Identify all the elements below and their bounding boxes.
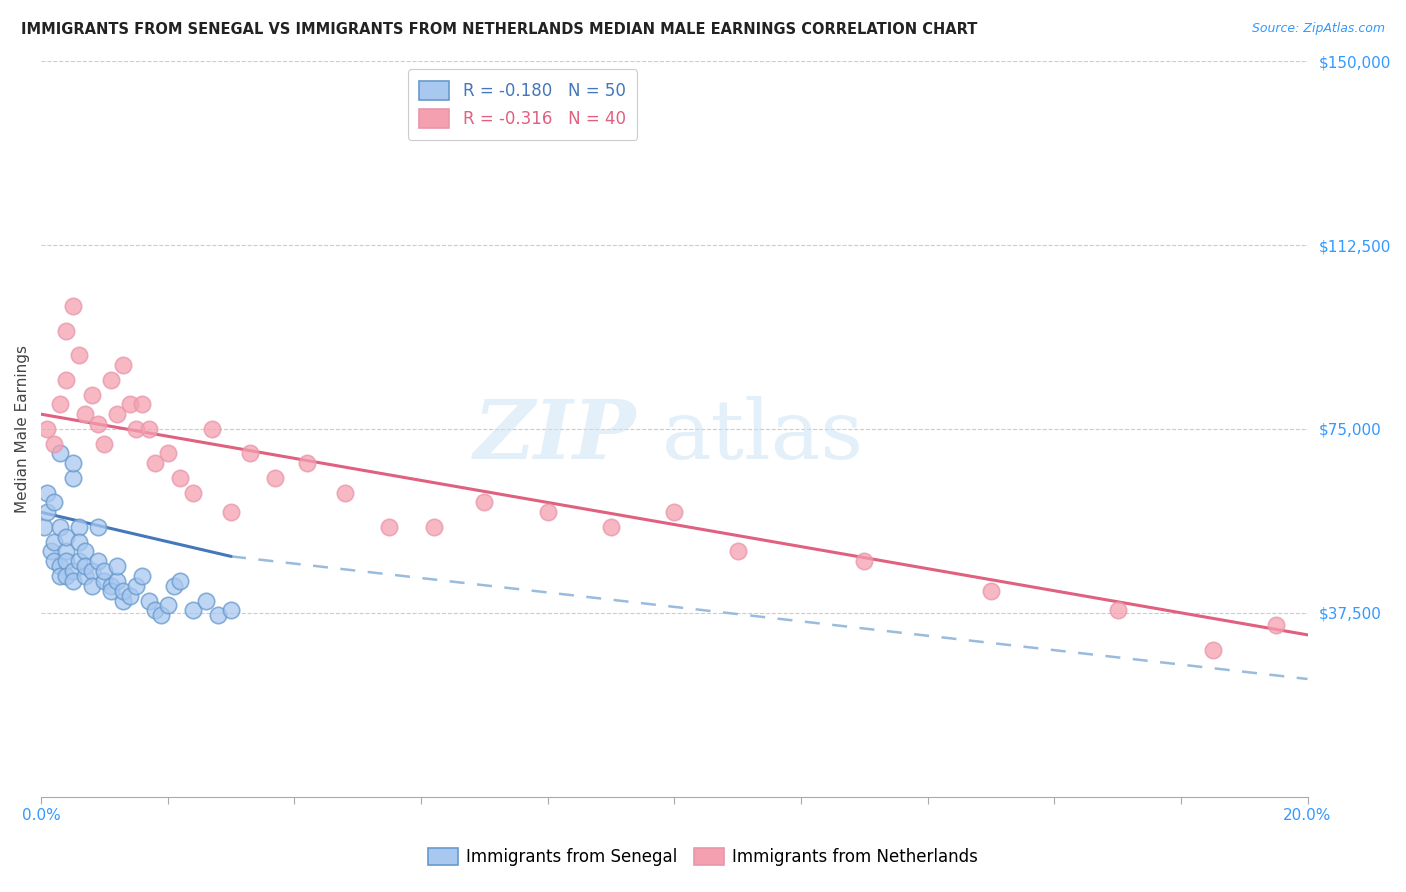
Point xyxy=(472,495,495,509)
Text: ZIP: ZIP xyxy=(474,396,637,476)
Point xyxy=(100,583,122,598)
Point xyxy=(980,583,1002,598)
Point xyxy=(219,603,242,617)
Point xyxy=(105,407,128,421)
Point xyxy=(1201,642,1223,657)
Point xyxy=(37,422,59,436)
Point xyxy=(295,456,318,470)
Point xyxy=(131,397,153,411)
Point xyxy=(42,436,65,450)
Point xyxy=(853,554,876,568)
Point xyxy=(67,348,90,362)
Point xyxy=(80,564,103,578)
Point xyxy=(112,583,135,598)
Point xyxy=(138,593,160,607)
Point xyxy=(37,485,59,500)
Point xyxy=(194,593,217,607)
Point xyxy=(664,505,686,519)
Point xyxy=(55,324,77,338)
Point xyxy=(39,544,62,558)
Point xyxy=(207,608,229,623)
Point xyxy=(62,574,84,588)
Point xyxy=(100,579,122,593)
Point xyxy=(105,574,128,588)
Point xyxy=(93,436,115,450)
Point xyxy=(55,554,77,568)
Point xyxy=(156,446,179,460)
Point xyxy=(93,574,115,588)
Point xyxy=(62,471,84,485)
Point xyxy=(125,579,148,593)
Point xyxy=(87,554,110,568)
Point xyxy=(264,471,287,485)
Point xyxy=(156,599,179,613)
Point xyxy=(42,495,65,509)
Point xyxy=(49,559,72,574)
Point xyxy=(55,544,77,558)
Point xyxy=(118,397,141,411)
Point xyxy=(169,471,191,485)
Point xyxy=(378,520,401,534)
Text: IMMIGRANTS FROM SENEGAL VS IMMIGRANTS FROM NETHERLANDS MEDIAN MALE EARNINGS CORR: IMMIGRANTS FROM SENEGAL VS IMMIGRANTS FR… xyxy=(21,22,977,37)
Point xyxy=(42,534,65,549)
Point xyxy=(239,446,262,460)
Point xyxy=(37,505,59,519)
Point xyxy=(75,407,97,421)
Point xyxy=(112,358,135,372)
Point xyxy=(42,554,65,568)
Point xyxy=(150,608,173,623)
Point xyxy=(87,417,110,431)
Point xyxy=(138,422,160,436)
Point xyxy=(67,534,90,549)
Point xyxy=(75,559,97,574)
Point xyxy=(422,520,444,534)
Text: atlas: atlas xyxy=(662,396,863,476)
Point xyxy=(131,569,153,583)
Point xyxy=(1264,618,1286,632)
Point xyxy=(163,579,186,593)
Point xyxy=(55,569,77,583)
Point xyxy=(87,520,110,534)
Point xyxy=(67,520,90,534)
Point xyxy=(80,579,103,593)
Text: Source: ZipAtlas.com: Source: ZipAtlas.com xyxy=(1251,22,1385,36)
Point xyxy=(118,589,141,603)
Point xyxy=(537,505,560,519)
Point xyxy=(727,544,749,558)
Point xyxy=(201,422,224,436)
Point xyxy=(32,520,55,534)
Point xyxy=(181,485,204,500)
Point xyxy=(67,554,90,568)
Point xyxy=(181,603,204,617)
Point xyxy=(600,520,623,534)
Point xyxy=(62,299,84,313)
Point xyxy=(219,505,242,519)
Point xyxy=(125,422,148,436)
Point xyxy=(62,456,84,470)
Point xyxy=(143,456,166,470)
Point xyxy=(100,373,122,387)
Point xyxy=(62,564,84,578)
Point xyxy=(169,574,191,588)
Point xyxy=(1107,603,1129,617)
Point xyxy=(49,520,72,534)
Point xyxy=(93,564,115,578)
Point xyxy=(49,569,72,583)
Legend: Immigrants from Senegal, Immigrants from Netherlands: Immigrants from Senegal, Immigrants from… xyxy=(419,840,987,875)
Point xyxy=(75,544,97,558)
Point xyxy=(75,569,97,583)
Point xyxy=(80,387,103,401)
Point xyxy=(49,446,72,460)
Point xyxy=(55,530,77,544)
Point xyxy=(143,603,166,617)
Point xyxy=(333,485,356,500)
Y-axis label: Median Male Earnings: Median Male Earnings xyxy=(15,345,30,513)
Legend: R = -0.180   N = 50, R = -0.316   N = 40: R = -0.180 N = 50, R = -0.316 N = 40 xyxy=(408,70,637,140)
Point xyxy=(105,559,128,574)
Point xyxy=(55,373,77,387)
Point xyxy=(49,397,72,411)
Point xyxy=(112,593,135,607)
